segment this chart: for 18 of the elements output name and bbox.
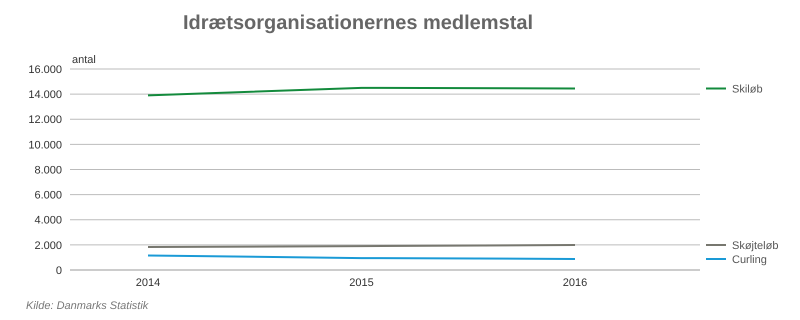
legend-label: Skøjteløb: [732, 240, 778, 252]
x-tick-label: 2014: [136, 276, 160, 289]
x-tick-label: 2016: [562, 276, 588, 289]
y-tick-label: 12.000: [28, 114, 62, 126]
y-tick-label: 8.000: [34, 164, 62, 176]
y-tick-label: 10.000: [28, 139, 62, 152]
legend-label: Skiløb: [732, 83, 763, 96]
y-axis-title: antal: [72, 54, 96, 66]
text: Kilde: Danmarks Statistik: [26, 300, 148, 312]
y-tick-label: 16.000: [28, 64, 62, 76]
chart-title: Idrætsorganisationernes medlemstal: [182, 12, 534, 35]
y-tick-label: 2.000: [34, 240, 62, 252]
legend-label: Curling: [732, 254, 767, 266]
y-tick-label: 0: [56, 264, 62, 277]
y-tick-label: 4.000: [34, 214, 62, 227]
y-tick-label: 6.000: [34, 190, 62, 202]
y-tick-label: 14.000: [28, 89, 62, 102]
x-tick-label: 2015: [349, 276, 374, 289]
